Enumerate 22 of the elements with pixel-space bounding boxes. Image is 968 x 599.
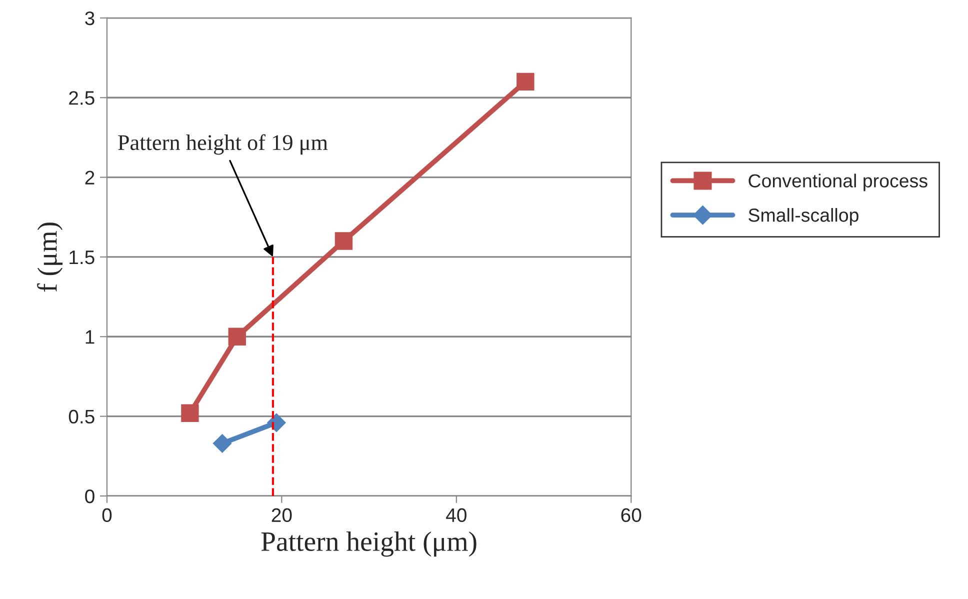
- point: [334, 232, 353, 250]
- y-tick-label: 2: [85, 170, 94, 184]
- point: [267, 413, 286, 432]
- point: [228, 328, 246, 346]
- y-axis-title: f (μm): [37, 222, 63, 292]
- y-tick-label: 0: [85, 489, 94, 504]
- legend-label: Conventional process: [748, 174, 928, 192]
- y-tick-label: 1: [86, 330, 94, 344]
- legend-label: Small-scallop: [748, 208, 858, 226]
- x-axis-title: Pattern height (μm): [261, 531, 476, 557]
- point: [516, 72, 534, 91]
- y-tick-label: 1.5: [70, 250, 94, 264]
- x-tick-label: 40: [446, 508, 466, 522]
- point: [181, 404, 199, 422]
- y-tick-label: 0.5: [68, 410, 94, 424]
- annotation: Pattern height of 19 μm: [118, 134, 328, 155]
- y-tick-label: 2.5: [69, 91, 94, 105]
- x-tick-label: 0: [102, 508, 112, 522]
- x-tick-label: 60: [621, 508, 642, 522]
- point: [212, 434, 232, 453]
- y-tick-label: 3: [85, 11, 94, 26]
- x-tick-label: 20: [272, 508, 292, 522]
